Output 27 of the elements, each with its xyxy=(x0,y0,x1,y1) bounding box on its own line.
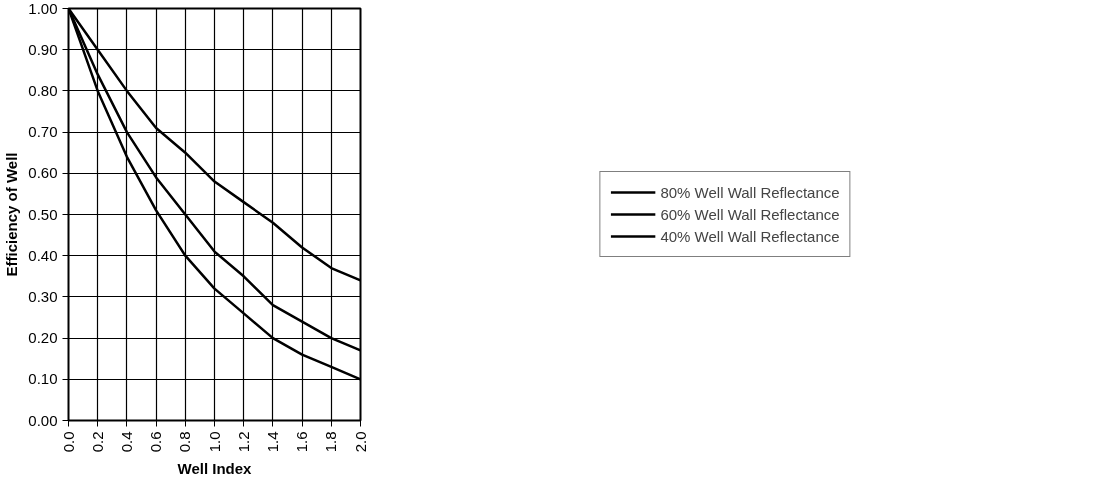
x-tick-label: 1.4 xyxy=(263,431,281,453)
x-tick-label: 1.2 xyxy=(234,431,252,453)
y-tick-label: 0.20 xyxy=(28,329,58,347)
y-tick-label: 0.40 xyxy=(28,246,58,264)
y-tick-label: 0.50 xyxy=(28,205,58,223)
y-tick-label: 0.30 xyxy=(28,287,58,305)
x-tick-label: 1.8 xyxy=(322,431,340,453)
y-tick-label: 0.60 xyxy=(28,164,58,182)
y-tick-label: 1.00 xyxy=(28,0,58,17)
legend-label: 80% Well Wall Reflectance xyxy=(660,183,840,201)
x-tick-label: 0.8 xyxy=(176,431,194,453)
legend-label: 40% Well Wall Reflectance xyxy=(660,227,840,245)
x-tick-label: 0.0 xyxy=(59,431,77,453)
y-tick-label: 0.00 xyxy=(28,411,58,429)
x-tick-label: 0.2 xyxy=(88,431,106,453)
y-axis-title: Efficiency of Well xyxy=(3,152,21,277)
x-tick-label: 1.0 xyxy=(205,431,223,453)
x-tick-label: 0.6 xyxy=(147,431,165,453)
x-tick-label: 1.6 xyxy=(293,431,311,453)
legend-label: 60% Well Wall Reflectance xyxy=(660,205,840,223)
y-tick-label: 0.90 xyxy=(28,40,58,58)
x-tick-label: 2.0 xyxy=(351,431,369,453)
y-tick-label: 0.80 xyxy=(28,81,58,99)
y-tick-label: 0.10 xyxy=(28,370,58,388)
x-tick-label: 0.4 xyxy=(117,431,135,453)
y-tick-label: 0.70 xyxy=(28,123,58,141)
x-axis-title: Well Index xyxy=(177,460,253,478)
